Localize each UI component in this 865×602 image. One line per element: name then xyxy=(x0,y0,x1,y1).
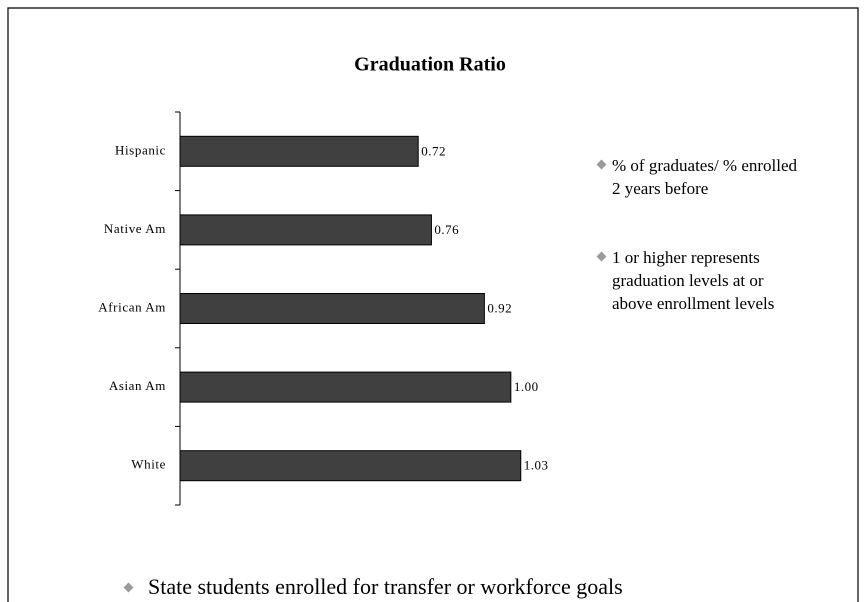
value-label: 1.00 xyxy=(514,379,539,394)
chart-title: Graduation Ratio xyxy=(354,54,506,76)
y-tick-label: Native Am xyxy=(104,221,166,236)
bar xyxy=(179,135,419,167)
value-label: 0.72 xyxy=(421,143,446,158)
side-bullet: % of graduates/ % enrolled 2 years befor… xyxy=(612,156,798,198)
y-tick-label: White xyxy=(131,457,166,472)
bar xyxy=(179,371,512,403)
bar xyxy=(179,293,485,324)
y-tick-label: Hispanic xyxy=(115,142,166,157)
y-tick-label: African Am xyxy=(98,299,166,314)
y-tick-label: Asian Am xyxy=(109,378,166,393)
value-label: 1.03 xyxy=(524,458,549,473)
value-label: 0.92 xyxy=(487,300,512,315)
value-label: 0.76 xyxy=(434,222,459,237)
side-bullet: 1 or higher represents graduation levels… xyxy=(612,248,775,313)
slide-frame xyxy=(7,7,859,602)
footer-bullet: State students enrolled for transfer or … xyxy=(148,574,623,599)
bar xyxy=(179,450,522,482)
bar xyxy=(179,214,432,246)
